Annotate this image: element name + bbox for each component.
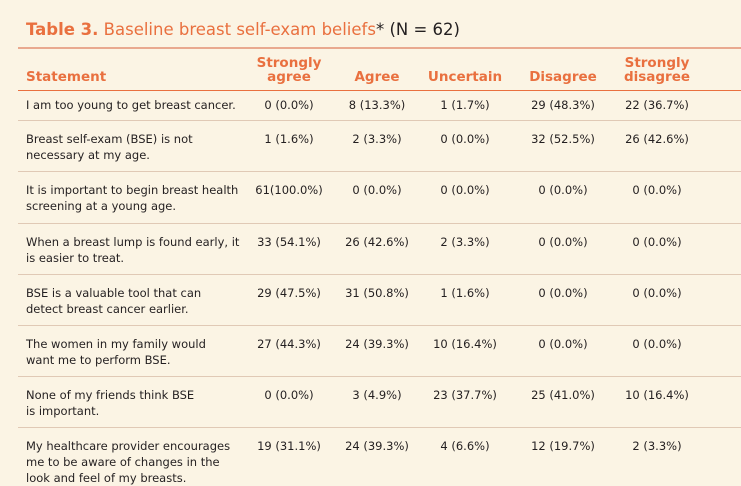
cell-strongly-disagree: 2 (3.3%) [632,439,682,453]
cell-agree: 8 (13.3%) [348,98,406,112]
cell-strongly-agree: 33 (54.1%) [257,235,321,249]
cell-disagree: 0 (0.0%) [538,286,588,300]
cell-disagree: 0 (0.0%) [538,183,588,197]
row-divider [18,376,741,377]
row-divider [18,427,741,428]
header-disagree: Disagree [529,69,597,85]
cell-uncertain: 4 (6.6%) [440,439,490,453]
table-caption-suffix: * (N = 62) [375,20,460,39]
cell-strongly-disagree: 0 (0.0%) [632,337,682,351]
cell-agree: 3 (4.9%) [352,388,402,402]
title-divider [18,47,741,49]
cell-agree: 2 (3.3%) [352,132,402,146]
cell-strongly-disagree: 26 (42.6%) [625,132,689,146]
header-strongly-disagree-line1: Strongly [624,55,690,71]
cell-disagree: 12 (19.7%) [531,439,595,453]
header-strongly-agree: Strongly agree [239,56,339,84]
table-title: Table 3. Baseline breast self-exam belie… [26,20,460,39]
header-agree: Agree [354,69,400,85]
row-divider [18,223,741,224]
cell-agree: 24 (39.3%) [345,337,409,351]
row-statement: My healthcare provider encourages me to … [26,439,231,485]
cell-strongly-agree: 0 (0.0%) [264,98,314,112]
row-statement: The women in my family would want me to … [26,337,206,367]
row-statement: Breast self-exam (BSE) is not necessary … [26,132,193,162]
row-divider [18,120,741,121]
cell-strongly-agree: 61(100.0%) [255,183,323,197]
table-caption: Baseline breast self-exam beliefs [103,20,376,39]
table-number: Table 3. [26,20,99,39]
cell-strongly-disagree: 10 (16.4%) [625,388,689,402]
header-statement: Statement [26,69,107,85]
row-statement: BSE is a valuable tool that can detect b… [26,286,202,316]
cell-strongly-agree: 1 (1.6%) [264,132,314,146]
row-divider [18,171,741,172]
cell-agree: 26 (42.6%) [345,235,409,249]
row-divider [18,325,741,326]
row-divider [18,274,741,275]
cell-disagree: 29 (48.3%) [531,98,595,112]
cell-strongly-agree: 27 (44.3%) [257,337,321,351]
row-statement: It is important to begin breast health s… [26,183,239,213]
cell-strongly-disagree: 0 (0.0%) [632,183,682,197]
cell-agree: 31 (50.8%) [345,286,409,300]
cell-uncertain: 2 (3.3%) [440,235,490,249]
cell-strongly-agree: 0 (0.0%) [264,388,314,402]
cell-strongly-disagree: 0 (0.0%) [632,286,682,300]
header-uncertain: Uncertain [427,69,503,85]
cell-strongly-disagree: 22 (36.7%) [625,98,689,112]
cell-strongly-disagree: 0 (0.0%) [632,235,682,249]
cell-strongly-agree: 19 (31.1%) [257,439,321,453]
cell-uncertain: 1 (1.6%) [440,286,490,300]
cell-uncertain: 10 (16.4%) [433,337,497,351]
row-statement: None of my friends think BSE is importan… [26,388,195,418]
header-strongly-disagree-line2: disagree [623,69,691,85]
cell-uncertain: 0 (0.0%) [440,183,490,197]
row-statement: I am too young to get breast cancer. [26,98,236,112]
cell-disagree: 0 (0.0%) [538,337,588,351]
row-statement: When a breast lump is found early, it is… [26,235,240,265]
cell-uncertain: 0 (0.0%) [440,132,490,146]
cell-uncertain: 23 (37.7%) [433,388,497,402]
cell-uncertain: 1 (1.7%) [440,98,490,112]
header-strongly-agree-line2: agree [267,69,311,85]
cell-strongly-agree: 29 (47.5%) [257,286,321,300]
cell-agree: 24 (39.3%) [345,439,409,453]
cell-disagree: 0 (0.0%) [538,235,588,249]
cell-agree: 0 (0.0%) [352,183,402,197]
header-divider [18,90,741,91]
cell-disagree: 25 (41.0%) [531,388,595,402]
cell-disagree: 32 (52.5%) [531,132,595,146]
header-strongly-disagree: Strongly disagree [607,56,707,84]
header-strongly-agree-line1: Strongly [256,55,322,71]
